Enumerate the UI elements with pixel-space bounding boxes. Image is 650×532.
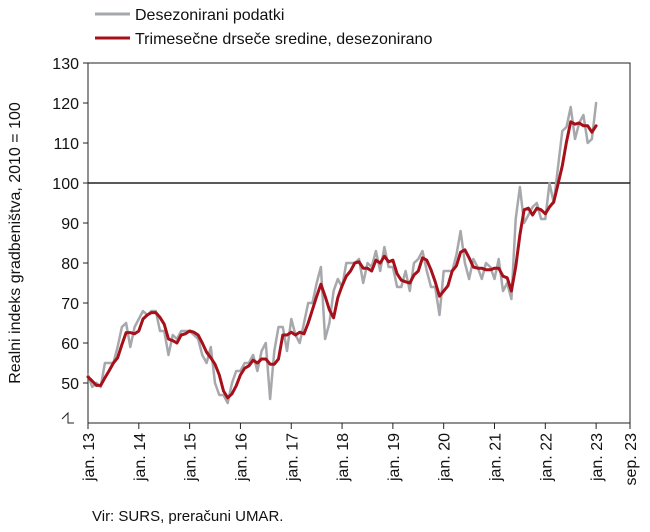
x-tick-label: jan. 22	[538, 433, 555, 482]
x-tick-label: jan. 16	[233, 433, 250, 482]
y-tick-label: 120	[52, 96, 79, 113]
legend-label-seasonally-adjusted: Desezonirani podatki	[135, 7, 284, 24]
y-axis-ticks: 50 60 70 80 90 100 110 120 130	[52, 56, 88, 424]
legend-label-moving-average: Trimesečne drseče sredine, desezonirano	[135, 31, 432, 48]
y-tick-label: 50	[61, 376, 79, 393]
y-tick-label: 80	[61, 256, 79, 273]
x-tick-label: sep. 23	[623, 433, 640, 486]
y-tick-label: 130	[52, 56, 79, 73]
plot-frame	[87, 62, 631, 424]
x-tick-label: jan. 17	[284, 433, 301, 482]
x-tick-label: jan. 13	[81, 433, 98, 482]
x-tick-label: jan. 18	[335, 433, 352, 482]
axis-break-icon	[61, 411, 74, 424]
x-axis-ticks: jan. 13 jan. 14 jan. 15 jan. 16 jan. 17 jan. …	[81, 423, 640, 485]
plot-area	[86, 62, 631, 424]
x-tick-label: jan. 15	[183, 433, 200, 482]
x-tick-label: jan. 14	[132, 433, 149, 482]
y-tick-label: 110	[53, 136, 79, 153]
x-tick-label: jan. 19	[386, 433, 403, 482]
x-tick-label: jan. 21	[488, 433, 505, 482]
x-tick-label: jan. 20	[437, 433, 454, 482]
series-line-seasonally-adjusted	[86, 101, 598, 405]
y-tick-label: 70	[61, 296, 79, 313]
series-line-moving-average	[86, 120, 598, 400]
y-tick-label: 60	[61, 336, 79, 353]
y-tick-label: 100	[52, 176, 79, 193]
y-axis-label: Realni indeks gradbeništva, 2010 = 100	[7, 102, 24, 384]
legend: Desezonirani podatki Trimesečne drseče s…	[95, 7, 432, 48]
x-tick-label: jan. 23	[589, 433, 606, 482]
y-tick-label: 90	[61, 216, 79, 233]
source-note: Vir: SURS, preračuni UMAR.	[92, 508, 284, 525]
